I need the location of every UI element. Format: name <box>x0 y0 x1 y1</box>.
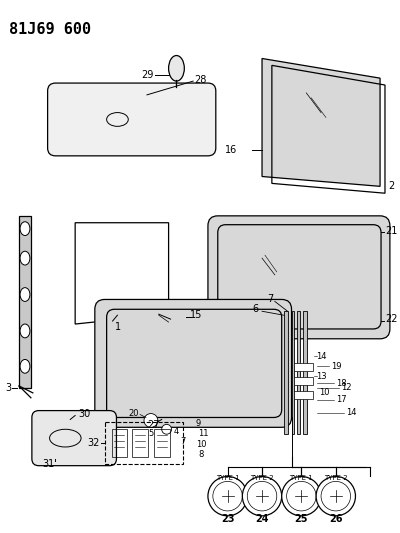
FancyBboxPatch shape <box>95 300 292 427</box>
Text: 16: 16 <box>225 145 238 155</box>
Text: 6: 6 <box>252 304 258 314</box>
Bar <box>19 216 31 388</box>
Circle shape <box>144 414 158 427</box>
Bar <box>154 429 170 457</box>
Text: 8: 8 <box>198 450 204 459</box>
Text: TYPE 2: TYPE 2 <box>324 475 348 481</box>
Text: 31: 31 <box>43 459 55 469</box>
Text: 26: 26 <box>329 514 342 524</box>
Ellipse shape <box>20 288 30 302</box>
Text: TYPE 2: TYPE 2 <box>250 475 274 481</box>
Bar <box>298 311 300 434</box>
Bar <box>294 377 313 385</box>
Text: 12: 12 <box>341 383 351 392</box>
Text: 32: 32 <box>87 438 100 448</box>
FancyBboxPatch shape <box>32 410 116 466</box>
Text: 81J69 600: 81J69 600 <box>9 22 91 37</box>
Text: 19: 19 <box>331 362 341 371</box>
Circle shape <box>242 477 282 516</box>
Text: 15: 15 <box>190 310 203 320</box>
Bar <box>294 391 313 399</box>
Bar <box>105 422 183 464</box>
Bar <box>294 364 313 372</box>
FancyBboxPatch shape <box>48 83 216 156</box>
Text: 23: 23 <box>221 514 234 524</box>
Bar <box>292 311 294 434</box>
Text: 9: 9 <box>196 419 201 428</box>
Text: 14: 14 <box>346 408 356 417</box>
Text: TYPE 1: TYPE 1 <box>290 475 313 481</box>
Text: 7: 7 <box>267 294 273 304</box>
Polygon shape <box>262 59 380 187</box>
Bar <box>112 429 127 457</box>
Text: 17: 17 <box>336 395 346 404</box>
Ellipse shape <box>20 324 30 338</box>
Circle shape <box>162 424 172 434</box>
Text: 10: 10 <box>319 389 330 398</box>
FancyBboxPatch shape <box>208 216 390 339</box>
Text: TYPE 1: TYPE 1 <box>216 475 240 481</box>
Text: 21: 21 <box>385 225 397 236</box>
Text: 5: 5 <box>148 429 154 438</box>
Circle shape <box>282 477 321 516</box>
Text: 25: 25 <box>295 514 308 524</box>
Bar <box>303 311 307 434</box>
Text: 1: 1 <box>114 322 121 332</box>
Text: 13: 13 <box>316 372 327 381</box>
Text: 29: 29 <box>142 70 154 80</box>
Ellipse shape <box>20 251 30 265</box>
Text: 4: 4 <box>174 427 179 436</box>
Text: 11: 11 <box>198 429 208 438</box>
Text: 2: 2 <box>388 181 394 191</box>
Text: 24: 24 <box>255 514 269 524</box>
Text: 3: 3 <box>5 383 11 393</box>
Text: 14: 14 <box>316 352 327 361</box>
Text: 30: 30 <box>78 408 90 418</box>
Text: 18: 18 <box>336 378 346 387</box>
Text: 20: 20 <box>128 409 139 418</box>
Text: 28: 28 <box>194 75 206 85</box>
Ellipse shape <box>20 359 30 373</box>
Circle shape <box>316 477 356 516</box>
Circle shape <box>208 477 247 516</box>
Ellipse shape <box>20 222 30 236</box>
Text: 10: 10 <box>196 440 206 449</box>
Bar <box>132 429 148 457</box>
Text: 7: 7 <box>181 437 186 446</box>
Text: 27: 27 <box>147 421 160 430</box>
Ellipse shape <box>168 55 184 81</box>
Text: 22: 22 <box>385 314 398 324</box>
Bar <box>284 311 288 434</box>
